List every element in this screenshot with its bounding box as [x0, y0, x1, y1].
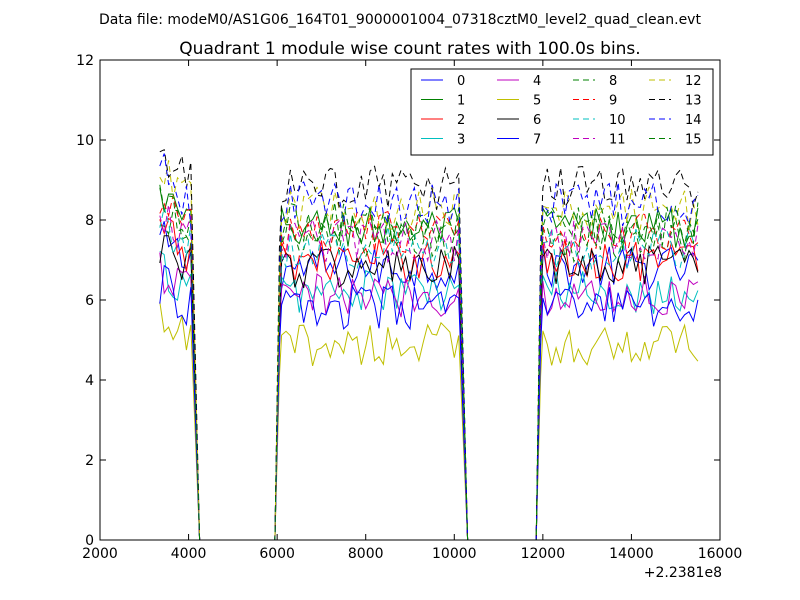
legend-label-15: 15 — [685, 133, 702, 148]
legend-label-8: 8 — [609, 74, 617, 89]
x-tick-label: 16000 — [698, 546, 743, 562]
x-tick-label: 10000 — [432, 546, 477, 562]
series-10-line — [159, 207, 699, 540]
y-tick-label: 2 — [85, 453, 94, 469]
x-tick-label: 12000 — [521, 546, 566, 562]
series-6-line — [159, 235, 699, 540]
series-layer — [159, 148, 699, 540]
ticks-layer: 2000 4000 6000 8000 10000 12000 14000 16000 0 2 4 6… — [76, 53, 742, 562]
legend-label-4: 4 — [533, 74, 541, 89]
series-9-line — [159, 195, 699, 540]
legend-box — [410, 68, 714, 156]
x-tick-label: 14000 — [609, 546, 654, 562]
legend-label-9: 9 — [609, 94, 617, 109]
series-7-line — [159, 264, 699, 540]
legend-label-1: 1 — [457, 94, 465, 109]
series-11-line — [159, 204, 699, 540]
series-8-line — [159, 209, 699, 540]
series-3-line — [159, 250, 699, 540]
y-tick-label: 6 — [85, 293, 94, 309]
legend-label-5: 5 — [533, 94, 541, 109]
y-tick-label: 10 — [76, 133, 94, 149]
series-2-line — [159, 217, 699, 540]
chart-title: Quadrant 1 module wise count rates with … — [179, 39, 640, 59]
x-offset-label: +2.2381e8 — [644, 565, 722, 581]
legend-label-14: 14 — [685, 113, 702, 128]
legend-label-13: 13 — [685, 94, 702, 109]
legend-label-12: 12 — [685, 74, 702, 89]
x-tick-label: 6000 — [259, 546, 295, 562]
series-1-line — [159, 187, 699, 540]
series-5-line — [159, 301, 699, 540]
series-0-line — [159, 221, 699, 540]
y-tick-label: 0 — [85, 533, 94, 549]
y-tick-label: 4 — [85, 373, 94, 389]
legend-label-6: 6 — [533, 113, 541, 128]
y-tick-label: 8 — [85, 213, 94, 229]
legend-label-3: 3 — [457, 133, 465, 148]
suptitle: Data file: modeM0/AS1G06_164T01_90000010… — [99, 12, 701, 28]
series-15-line — [159, 184, 699, 540]
legend-label-7: 7 — [533, 133, 541, 148]
legend-label-10: 10 — [609, 113, 626, 128]
x-tick-label: 4000 — [171, 546, 207, 562]
legend-label-2: 2 — [457, 113, 465, 128]
series-14-line — [159, 153, 699, 540]
legend-label-11: 11 — [609, 133, 626, 148]
legend-label-0: 0 — [457, 74, 465, 89]
x-tick-label: 2000 — [82, 546, 118, 562]
x-tick-label: 8000 — [348, 546, 384, 562]
y-tick-label: 12 — [76, 53, 94, 69]
